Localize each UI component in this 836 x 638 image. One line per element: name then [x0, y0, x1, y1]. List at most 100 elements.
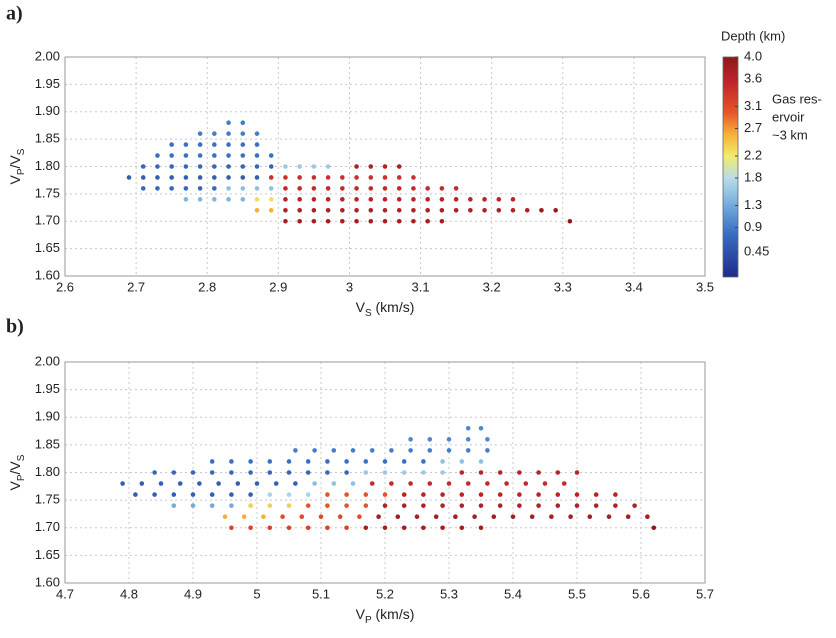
point — [229, 525, 234, 531]
point — [240, 153, 246, 158]
point — [350, 448, 356, 453]
point — [248, 492, 253, 497]
point — [297, 197, 302, 202]
point — [183, 175, 189, 180]
point — [368, 208, 374, 213]
point — [468, 197, 473, 202]
point — [401, 470, 407, 475]
point — [453, 197, 459, 202]
point — [340, 175, 345, 180]
point — [510, 197, 516, 202]
point — [478, 459, 484, 464]
point — [593, 492, 599, 497]
point — [433, 514, 439, 519]
point — [311, 218, 317, 224]
point — [240, 164, 246, 169]
point — [311, 197, 317, 202]
point — [226, 197, 231, 202]
point — [171, 503, 177, 508]
point — [613, 492, 618, 497]
point — [517, 503, 522, 508]
y-axis-label-part: S — [16, 454, 27, 461]
x-tick-label: 2.6 — [56, 279, 74, 294]
point — [226, 164, 231, 169]
point — [325, 503, 330, 508]
x-axis-label-part: P — [365, 615, 372, 626]
y-axis-label-part: V — [7, 174, 23, 184]
point — [325, 186, 331, 191]
point — [305, 459, 311, 464]
x-tick-label: 3.4 — [625, 279, 643, 294]
point — [344, 470, 349, 475]
y-axis-label: VP/VS — [7, 148, 27, 184]
x-tick-label: 5.7 — [696, 586, 714, 601]
point — [226, 142, 231, 147]
point — [331, 481, 337, 486]
point — [504, 481, 509, 486]
point — [197, 481, 202, 486]
point — [325, 459, 330, 464]
point — [357, 514, 362, 519]
point — [183, 153, 189, 158]
point — [427, 448, 433, 453]
point — [496, 208, 502, 213]
point — [190, 492, 196, 497]
point — [396, 197, 402, 202]
point — [465, 448, 471, 453]
point — [354, 164, 359, 169]
point — [369, 448, 375, 453]
y-axis-label-part: /V — [7, 461, 23, 475]
point — [354, 186, 359, 191]
y-tick-label: 1.75 — [35, 185, 60, 200]
point — [354, 218, 359, 224]
point — [485, 437, 490, 442]
point — [311, 186, 317, 191]
point — [539, 208, 544, 213]
point — [197, 186, 203, 191]
y-tick-label: 1.80 — [35, 464, 60, 479]
point — [283, 186, 288, 191]
point — [318, 514, 324, 519]
x-tick-label: 3.2 — [483, 279, 501, 294]
colorbar-tick-label: 0.9 — [744, 219, 762, 234]
point — [325, 208, 331, 213]
point — [311, 175, 317, 180]
point — [240, 120, 246, 125]
point — [651, 525, 657, 531]
point — [267, 492, 273, 497]
x-tick-label: 3.5 — [696, 279, 714, 294]
x-tick-label: 5.5 — [568, 586, 586, 601]
point — [414, 514, 420, 519]
point — [574, 503, 580, 508]
point — [421, 470, 426, 475]
point — [524, 208, 530, 213]
point — [396, 186, 402, 191]
point — [632, 503, 637, 508]
point — [411, 208, 416, 213]
point — [140, 164, 146, 169]
y-axis-label-part: P — [16, 168, 27, 175]
point — [155, 175, 160, 180]
point — [421, 459, 426, 464]
point — [536, 470, 541, 475]
point — [297, 175, 302, 180]
point — [240, 175, 246, 180]
point — [382, 197, 388, 202]
point — [133, 492, 138, 497]
point — [344, 492, 349, 497]
point — [459, 470, 465, 475]
y-tick-label: 1.60 — [35, 574, 60, 589]
point — [440, 470, 445, 475]
x-tick-label: 5.6 — [632, 586, 650, 601]
x-tick-label: 5.4 — [504, 586, 522, 601]
point — [325, 197, 331, 202]
point — [267, 525, 273, 531]
point — [229, 470, 234, 475]
point — [311, 164, 317, 169]
point — [254, 197, 260, 202]
y-tick-label: 1.85 — [35, 131, 60, 146]
point — [354, 175, 359, 180]
point — [401, 525, 407, 531]
point — [425, 197, 430, 202]
point — [155, 153, 160, 158]
